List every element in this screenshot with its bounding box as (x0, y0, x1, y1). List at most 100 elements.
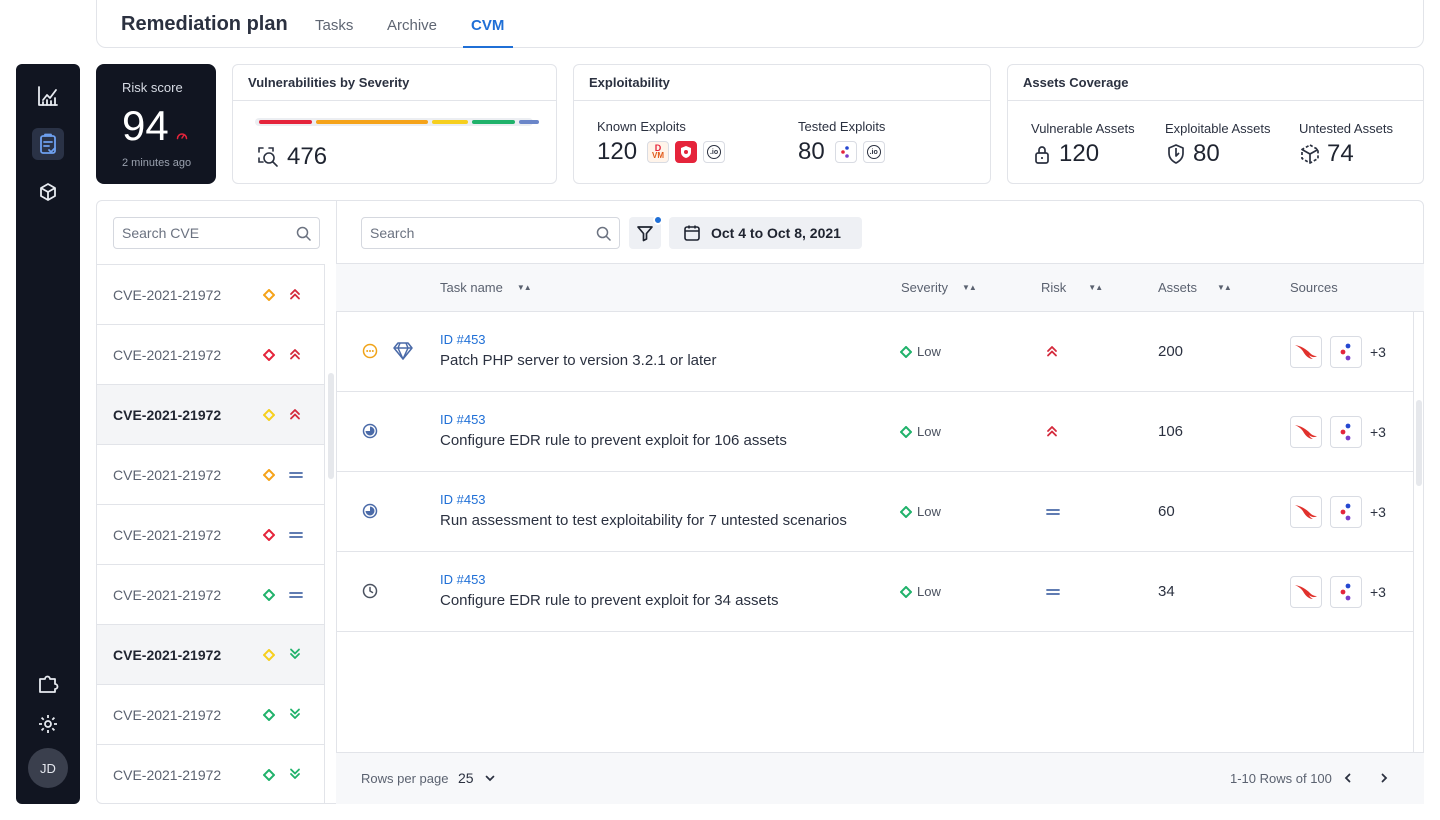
severity-green-icon (262, 588, 276, 602)
severity-red-icon (262, 348, 276, 362)
severity-segment (471, 120, 515, 124)
rows-per-page-value: 25 (458, 770, 474, 786)
cve-id: CVE-2021-21972 (113, 346, 222, 363)
cve-list: CVE-2021-21972 CVE-2021-21972 CVE-2021-2… (97, 264, 325, 803)
tasks-toolbar: Search Oct 4 to Oct 8, 2021 (337, 201, 1423, 264)
risk-low-icon (290, 648, 300, 659)
cve-id: CVE-2021-21972 (113, 466, 222, 483)
severity-segment (432, 120, 468, 124)
risk-score-value: 94 (122, 102, 169, 149)
assets-coverage-title: Assets Coverage (1008, 65, 1423, 101)
severity-yellow-icon (262, 648, 276, 662)
sidebar-item-assets[interactable] (32, 176, 64, 208)
risk-high-icon (290, 289, 300, 300)
avatar[interactable]: JD (28, 748, 68, 788)
vulnerable-assets-value: 120 (1059, 140, 1100, 167)
cve-id: CVE-2021-21972 (113, 526, 222, 543)
chevron-down-icon (485, 775, 494, 782)
page-title: Remediation plan (121, 13, 288, 35)
risk-medium-icon (289, 592, 303, 598)
rows-per-page-select[interactable]: 25 (458, 770, 496, 786)
date-range-label: Oct 4 to Oct 8, 2021 (711, 225, 841, 241)
top-header: Remediation plan Tasks Archive CVM (96, 0, 1424, 48)
severity-segment (316, 120, 429, 124)
filter-button[interactable] (629, 215, 663, 249)
risk-high-icon (290, 409, 300, 420)
tested-exploits-value: 80 (798, 138, 825, 165)
task-search-input[interactable]: Search (361, 217, 620, 249)
severity-yellow-icon (262, 408, 276, 422)
sidebar-item-analytics[interactable] (32, 80, 64, 112)
cve-list-item[interactable]: CVE-2021-21972 (97, 445, 325, 505)
known-exploits-value: 120 (597, 138, 638, 165)
exploitability-card-title: Exploitability (574, 65, 990, 101)
severity-segment (259, 120, 313, 124)
severity-total: 476 (257, 143, 327, 171)
cve-id: CVE-2021-21972 (113, 586, 222, 603)
severity-bar (255, 118, 540, 126)
plugin-icon (39, 675, 59, 693)
known-exploits-metric: Known Exploits 120 D VM .io (597, 119, 726, 166)
date-range-button[interactable]: Oct 4 to Oct 8, 2021 (669, 217, 862, 249)
risk-score-card: Risk score 94 2 minutes ago (96, 64, 216, 184)
risk-low-icon (290, 708, 300, 719)
exploitable-assets-metric: Exploitable Assets 80 (1165, 121, 1271, 168)
severity-red-icon (262, 528, 276, 542)
cube-icon (40, 183, 56, 201)
severity-orange-icon (262, 288, 276, 302)
risk-low-icon (290, 768, 300, 779)
cve-list-item[interactable]: CVE-2021-21972 (97, 565, 325, 625)
untested-assets-label: Untested Assets (1299, 121, 1393, 136)
gauge-icon (176, 133, 188, 140)
severity-total-value: 476 (287, 143, 328, 170)
cve-list-item[interactable]: CVE-2021-21972 (97, 625, 325, 685)
search-scan-icon (258, 147, 278, 167)
risk-high-icon (290, 349, 300, 360)
severity-segment (518, 120, 540, 124)
gear-icon (39, 715, 57, 733)
cve-id: CVE-2021-21972 (113, 286, 222, 303)
cve-search-input[interactable]: Search CVE (113, 217, 320, 249)
tested-exploits-label: Tested Exploits (798, 119, 886, 134)
sidebar-item-integrations[interactable] (32, 668, 64, 700)
tab-tasks[interactable]: Tasks (315, 17, 354, 34)
cve-id: CVE-2021-21972 (113, 646, 222, 663)
exploitability-card: Exploitability Known Exploits 120 D VM .i… (573, 64, 991, 184)
vulnerable-assets-metric: Vulnerable Assets 120 (1031, 121, 1135, 168)
filter-active-indicator (653, 215, 663, 225)
vm-source-icon: D VM (647, 141, 670, 163)
cve-list-item[interactable]: CVE-2021-21972 (97, 505, 325, 565)
risk-medium-icon (289, 532, 303, 538)
sidebar-item-remediation[interactable] (32, 128, 64, 160)
task-search-placeholder: Search (370, 225, 415, 241)
risk-score-label: Risk score (122, 80, 183, 95)
cve-list-item[interactable]: CVE-2021-21972 (97, 265, 325, 325)
active-tab-indicator (463, 46, 513, 48)
cve-list-item[interactable]: CVE-2021-21972 (97, 685, 325, 745)
sidebar-item-settings[interactable] (32, 708, 64, 740)
exploitable-assets-value: 80 (1193, 140, 1220, 167)
chart-line-icon (38, 86, 58, 106)
vulnerable-assets-label: Vulnerable Assets (1031, 121, 1135, 136)
cve-list-scrollbar[interactable] (328, 373, 334, 479)
known-exploits-label: Known Exploits (597, 119, 686, 134)
cve-id: CVE-2021-21972 (113, 406, 222, 423)
cve-list-item[interactable]: CVE-2021-21972 (97, 325, 325, 385)
sidebar: JD (16, 64, 80, 804)
risk-score-updated: 2 minutes ago (122, 157, 192, 169)
tested-exploits-metric: Tested Exploits 80 .io (798, 119, 885, 166)
tab-archive[interactable]: Archive (387, 17, 438, 34)
cve-list-item[interactable]: CVE-2021-21972 (97, 745, 325, 803)
tab-cvm[interactable]: CVM (471, 17, 505, 34)
search-icon (596, 226, 611, 241)
lock-icon (1035, 146, 1049, 164)
cube-dashed-icon (1301, 144, 1319, 164)
cve-list-item[interactable]: CVE-2021-21972 (97, 385, 325, 445)
severity-green-icon (262, 708, 276, 722)
main-panel: Search CVE CVE-2021-21972 CVE-2021-21972… (96, 200, 1424, 804)
calendar-icon (684, 225, 700, 241)
exploitable-assets-label: Exploitable Assets (1165, 121, 1271, 136)
cve-id: CVE-2021-21972 (113, 766, 222, 783)
shield-icon (1168, 144, 1184, 164)
clipboard-check-icon (40, 133, 56, 154)
